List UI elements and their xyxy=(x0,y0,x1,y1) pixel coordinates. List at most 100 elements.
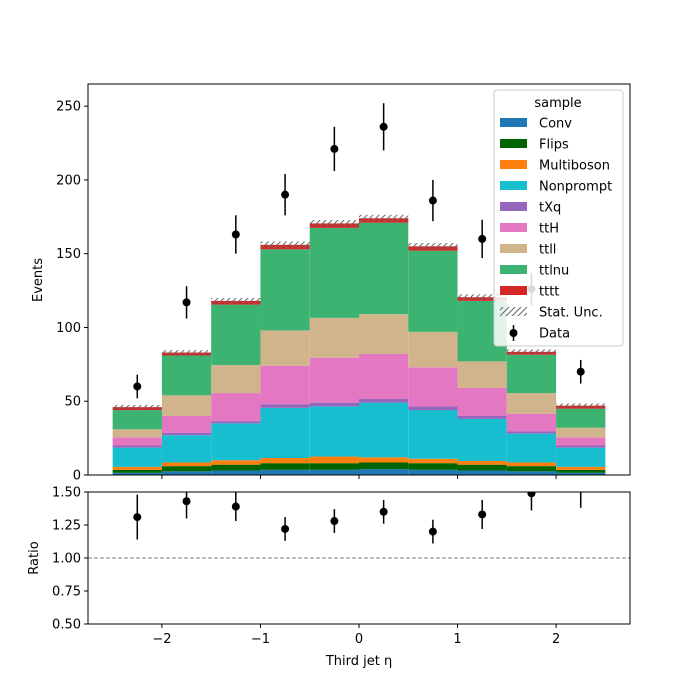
bar-nonprompt-bin-3 xyxy=(260,407,310,459)
bar-flips-bin-9 xyxy=(556,469,606,473)
legend-label-conv: Conv xyxy=(539,117,572,132)
bar-conv-bin-4 xyxy=(309,469,359,475)
bar-ttlnu-bin-9 xyxy=(556,408,606,428)
ratio-point-5 xyxy=(379,507,388,516)
bar-flips-bin-2 xyxy=(211,464,261,471)
bar-tth-bin-0 xyxy=(112,437,162,446)
bar-flips-bin-8 xyxy=(506,466,557,472)
bar-flips-bin-0 xyxy=(112,469,162,473)
bar-flips-bin-6 xyxy=(408,463,458,470)
bar-tth-bin-8 xyxy=(506,413,557,432)
legend-label-ttlnu: ttlnu xyxy=(539,264,569,279)
bar-ttll-bin-0 xyxy=(112,429,162,438)
bar-txq-bin-8 xyxy=(506,431,557,434)
bar-flips-bin-5 xyxy=(359,462,409,470)
bar-txq-bin-6 xyxy=(408,406,458,411)
bar-txq-bin-4 xyxy=(309,402,359,407)
ratio-y-tick-label-3: 1.25 xyxy=(52,519,81,534)
stat-unc-band-bin-3 xyxy=(260,241,310,249)
data-point-2 xyxy=(231,230,240,239)
bar-conv-bin-7 xyxy=(457,470,507,475)
bar-multiboson-bin-5 xyxy=(359,457,409,463)
ratio-point-7 xyxy=(478,510,487,519)
stat-unc-band-bin-5 xyxy=(359,214,409,222)
legend-swatch-multiboson xyxy=(500,160,527,169)
legend-swatch-txq xyxy=(500,202,527,211)
bar-multiboson-bin-0 xyxy=(112,466,162,470)
bar-flips-bin-4 xyxy=(309,463,359,470)
bar-flips-bin-1 xyxy=(161,466,212,472)
legend-label-txq: tXq xyxy=(539,201,561,216)
x-axis-label: Third jet η xyxy=(325,654,392,669)
ratio-points xyxy=(133,492,582,544)
ratio-x-tick-label-3: 1 xyxy=(453,632,461,647)
bar-ttll-bin-6 xyxy=(408,331,458,368)
ratio-y-tick-label-1: 0.75 xyxy=(52,585,81,600)
data-point-0 xyxy=(133,382,142,391)
bar-multiboson-bin-2 xyxy=(211,460,261,465)
main-x-ticks xyxy=(161,475,557,479)
main-y-tick-label-3: 150 xyxy=(56,247,81,262)
bar-multiboson-bin-8 xyxy=(506,462,557,467)
bar-conv-bin-6 xyxy=(408,469,458,475)
stat-unc-band-bin-7 xyxy=(457,294,507,301)
bar-txq-bin-3 xyxy=(260,404,310,408)
legend-swatch-conv xyxy=(500,118,527,127)
stacked-bars xyxy=(112,218,606,475)
bar-tth-bin-3 xyxy=(260,365,310,405)
stat-unc-band-bin-6 xyxy=(408,242,458,250)
ratio-x-tick-label-1: −1 xyxy=(251,632,270,647)
legend-frame xyxy=(493,89,624,347)
legend: sample Conv Flips Multiboson Nonprompt tXq tt… xyxy=(493,89,624,347)
ratio-point-2 xyxy=(231,502,240,511)
stat-unc-band-bin-0 xyxy=(112,404,162,410)
ratio-x-tick-label-0: −2 xyxy=(152,632,171,647)
bar-conv-bin-0 xyxy=(112,472,162,475)
ratio-y-tick-label-0: 0.50 xyxy=(52,618,81,633)
bar-ttll-bin-8 xyxy=(506,393,557,414)
legend-swatch-nonprompt xyxy=(500,181,527,190)
legend-label-tth: ttH xyxy=(539,222,559,237)
bar-flips-bin-7 xyxy=(457,464,507,471)
bar-multiboson-bin-9 xyxy=(556,466,606,470)
main-y-tick-label-5: 250 xyxy=(56,100,81,115)
ratio-y-tick-label-4: 1.50 xyxy=(52,486,81,501)
main-y-tick-label-4: 200 xyxy=(56,173,81,188)
bar-ttlnu-bin-2 xyxy=(211,304,261,366)
bar-ttll-bin-2 xyxy=(211,365,261,394)
legend-swatch-flips xyxy=(500,139,527,148)
bar-multiboson-bin-3 xyxy=(260,458,310,464)
bar-multiboson-bin-1 xyxy=(161,462,212,467)
data-point-5 xyxy=(379,122,388,131)
bar-tth-bin-4 xyxy=(309,357,359,403)
bar-ttll-bin-5 xyxy=(359,314,409,355)
ratio-point-6 xyxy=(428,527,437,536)
bar-nonprompt-bin-7 xyxy=(457,418,507,461)
legend-label-ttll: ttll xyxy=(539,243,556,258)
main-y-tick-label-1: 50 xyxy=(64,395,81,410)
bar-txq-bin-2 xyxy=(211,421,261,424)
main-y-axis-label: Events xyxy=(31,258,46,302)
data-point-9 xyxy=(576,367,585,376)
data-point-1 xyxy=(182,298,191,307)
legend-label-nonprompt: Nonprompt xyxy=(539,180,612,195)
legend-label-stat-unc: Stat. Unc. xyxy=(539,306,603,321)
bar-ttlnu-bin-1 xyxy=(161,355,212,396)
legend-swatch-stat-unc xyxy=(500,307,527,316)
bar-ttlnu-bin-8 xyxy=(506,354,557,394)
bar-conv-bin-5 xyxy=(359,469,409,475)
bar-txq-bin-9 xyxy=(556,445,606,448)
bar-ttlnu-bin-6 xyxy=(408,250,458,332)
bar-nonprompt-bin-2 xyxy=(211,423,261,461)
bar-ttlnu-bin-4 xyxy=(309,227,359,318)
bar-ttll-bin-7 xyxy=(457,361,507,388)
bar-tth-bin-1 xyxy=(161,415,212,433)
ratio-y-tick-label-2: 1.00 xyxy=(52,552,81,567)
legend-items: Conv Flips Multiboson Nonprompt tXq ttH ttll tt… xyxy=(500,117,612,342)
data-point-4 xyxy=(330,144,339,153)
bar-nonprompt-bin-1 xyxy=(161,435,212,463)
bar-ttll-bin-9 xyxy=(556,427,606,438)
legend-data-marker xyxy=(509,329,518,337)
bar-multiboson-bin-6 xyxy=(408,458,458,464)
